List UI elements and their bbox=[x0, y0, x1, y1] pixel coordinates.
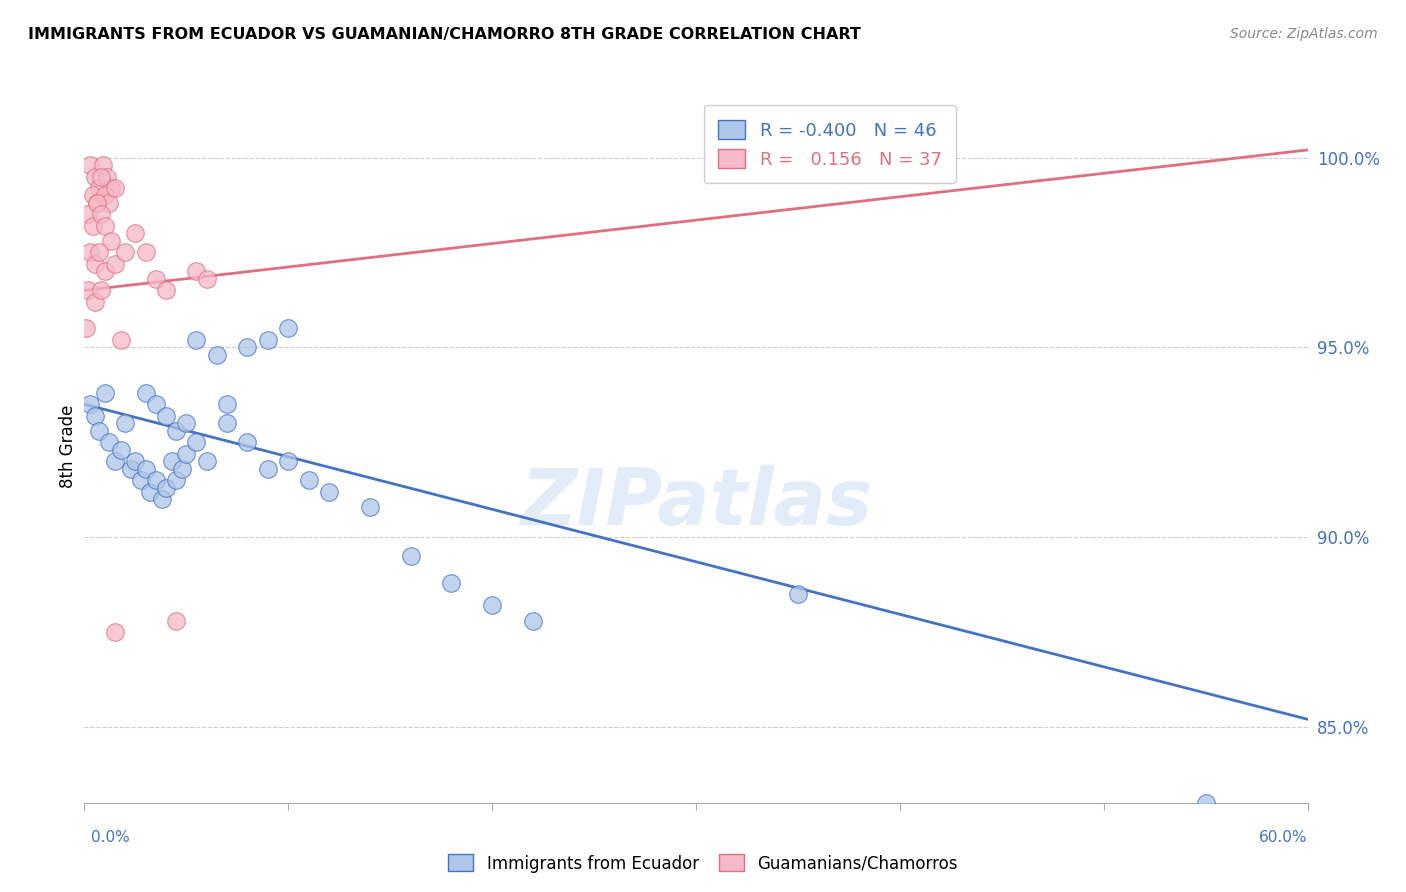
Point bbox=[86, 196, 108, 211]
Text: 0.0%: 0.0% bbox=[91, 830, 131, 845]
Point bbox=[104, 625, 127, 640]
Point bbox=[236, 340, 259, 354]
Point bbox=[90, 207, 112, 221]
Point bbox=[93, 264, 115, 278]
Point bbox=[93, 385, 115, 400]
Point bbox=[93, 219, 115, 233]
Point bbox=[155, 284, 177, 298]
Point bbox=[75, 321, 97, 335]
Point bbox=[787, 587, 810, 601]
Point bbox=[174, 416, 197, 430]
Point bbox=[90, 284, 112, 298]
Point bbox=[79, 158, 101, 172]
Point bbox=[87, 245, 110, 260]
Point bbox=[172, 462, 194, 476]
Point bbox=[277, 454, 299, 468]
Text: Source: ZipAtlas.com: Source: ZipAtlas.com bbox=[1230, 27, 1378, 41]
Point bbox=[83, 294, 105, 309]
Point bbox=[97, 435, 120, 450]
Point bbox=[1195, 796, 1218, 810]
Point bbox=[145, 272, 167, 286]
Point bbox=[124, 454, 146, 468]
Point bbox=[104, 454, 127, 468]
Point bbox=[217, 416, 239, 430]
Point bbox=[205, 348, 228, 362]
Point bbox=[87, 181, 110, 195]
Point bbox=[186, 264, 208, 278]
Point bbox=[135, 462, 157, 476]
Point bbox=[145, 473, 167, 487]
Point bbox=[87, 424, 110, 438]
Point bbox=[114, 245, 136, 260]
Point bbox=[257, 462, 280, 476]
Point bbox=[114, 416, 136, 430]
Y-axis label: 8th Grade: 8th Grade bbox=[59, 404, 77, 488]
Point bbox=[150, 492, 173, 507]
Point bbox=[124, 227, 146, 241]
Point bbox=[138, 484, 160, 499]
Point bbox=[481, 599, 503, 613]
Point bbox=[83, 257, 105, 271]
Point bbox=[165, 614, 187, 628]
Point bbox=[135, 385, 157, 400]
Point bbox=[399, 549, 422, 563]
Point bbox=[155, 409, 177, 423]
Point bbox=[195, 272, 218, 286]
Text: IMMIGRANTS FROM ECUADOR VS GUAMANIAN/CHAMORRO 8TH GRADE CORRELATION CHART: IMMIGRANTS FROM ECUADOR VS GUAMANIAN/CHA… bbox=[28, 27, 860, 42]
Point bbox=[440, 575, 463, 590]
Text: 60.0%: 60.0% bbox=[1260, 830, 1308, 845]
Point bbox=[91, 158, 114, 172]
Point bbox=[135, 245, 157, 260]
Legend: R = -0.400   N = 46, R =   0.156   N = 37: R = -0.400 N = 46, R = 0.156 N = 37 bbox=[703, 105, 956, 183]
Point bbox=[318, 484, 340, 499]
Point bbox=[174, 447, 197, 461]
Legend: Immigrants from Ecuador, Guamanians/Chamorros: Immigrants from Ecuador, Guamanians/Cham… bbox=[441, 847, 965, 880]
Point bbox=[77, 284, 100, 298]
Point bbox=[186, 333, 208, 347]
Point bbox=[100, 234, 122, 248]
Point bbox=[104, 257, 127, 271]
Point bbox=[82, 219, 104, 233]
Point bbox=[97, 196, 120, 211]
Point bbox=[195, 454, 218, 468]
Point bbox=[86, 196, 108, 211]
Point bbox=[155, 481, 177, 495]
Point bbox=[160, 454, 183, 468]
Point bbox=[110, 442, 132, 457]
Point bbox=[145, 397, 167, 411]
Text: ZIPatlas: ZIPatlas bbox=[520, 465, 872, 541]
Point bbox=[82, 188, 104, 202]
Point bbox=[165, 473, 187, 487]
Point bbox=[277, 321, 299, 335]
Point bbox=[110, 333, 132, 347]
Point bbox=[100, 181, 122, 195]
Point bbox=[79, 245, 101, 260]
Point bbox=[359, 500, 381, 514]
Point bbox=[96, 169, 118, 184]
Point bbox=[217, 397, 239, 411]
Point bbox=[165, 424, 187, 438]
Point bbox=[83, 409, 105, 423]
Point bbox=[522, 614, 544, 628]
Point bbox=[90, 169, 112, 184]
Point bbox=[93, 188, 115, 202]
Point bbox=[257, 333, 280, 347]
Point bbox=[104, 181, 127, 195]
Point bbox=[298, 473, 321, 487]
Point bbox=[83, 169, 105, 184]
Point bbox=[236, 435, 259, 450]
Point bbox=[120, 462, 142, 476]
Point bbox=[77, 207, 100, 221]
Point bbox=[186, 435, 208, 450]
Point bbox=[131, 473, 153, 487]
Point bbox=[79, 397, 101, 411]
